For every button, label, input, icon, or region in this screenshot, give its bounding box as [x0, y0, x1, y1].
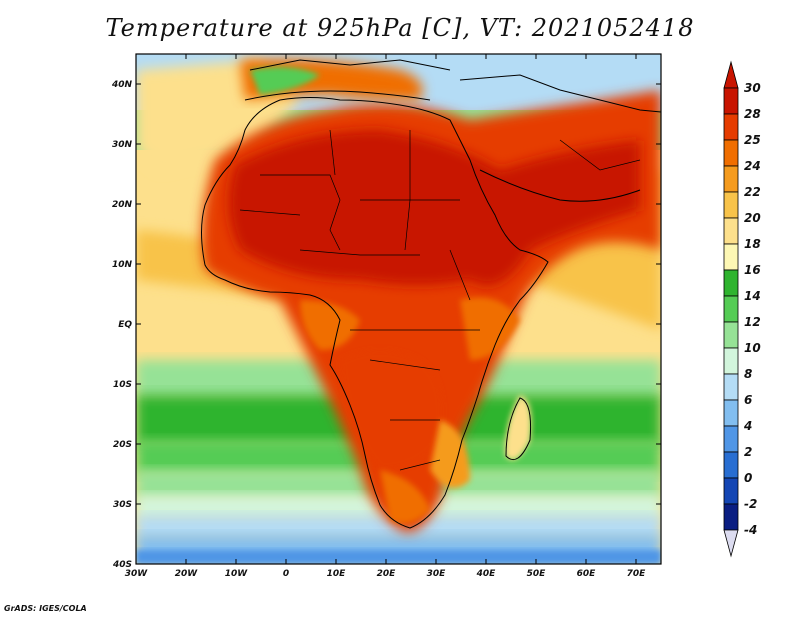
- lat-tick-label: EQ: [118, 320, 132, 330]
- colorbar-swatch: [723, 243, 739, 271]
- colorbar-swatch: [723, 191, 739, 219]
- colorbar-swatch: [723, 477, 739, 505]
- colorbar-label: 28: [744, 107, 761, 121]
- colorbar-bottom-arrow: [723, 529, 739, 558]
- colorbar-label: 10: [744, 341, 761, 355]
- lat-tick-label: 20N: [112, 200, 133, 210]
- colorbar-swatch: [723, 321, 739, 349]
- lon-tick-label: 20E: [377, 569, 397, 579]
- colorbar-swatch: [723, 347, 739, 375]
- colorbar-label: 8: [744, 367, 752, 381]
- lon-tick-label: 30W: [125, 569, 149, 579]
- lat-tick-label: 10S: [113, 380, 132, 390]
- latitude-ticks: 40N 30N 20N 10N EQ 10S 20S 30S 40S: [111, 80, 661, 570]
- lon-tick-label: 30E: [427, 569, 447, 579]
- lon-tick-label: 10W: [225, 569, 249, 579]
- colorbar-label: -4: [744, 523, 757, 537]
- grads-credit: GrADS: IGES/COLA: [4, 604, 87, 613]
- colorbar-swatch: [723, 113, 739, 141]
- country-borders: [239, 129, 641, 471]
- longitude-ticks: 30W 20W 10W 0 10E 20E 30E 40E 50E 60E 70E: [125, 54, 646, 579]
- colorbar-label: 2: [744, 445, 752, 459]
- lon-tick-label: 10E: [327, 569, 347, 579]
- lon-tick-label: 50E: [527, 569, 547, 579]
- colorbar-swatch: [723, 217, 739, 245]
- lon-tick-label: 40E: [476, 569, 497, 579]
- colorbar-swatch: [723, 451, 739, 479]
- lat-tick-label: 40S: [112, 560, 132, 570]
- lat-tick-label: 30N: [112, 140, 133, 150]
- colorbar-label: 20: [744, 211, 761, 225]
- colorbar-label: 16: [744, 263, 761, 277]
- colorbar-top-arrow: [723, 60, 739, 89]
- colorbar-label: 12: [744, 315, 761, 329]
- coastlines: [201, 59, 661, 529]
- colorbar-label: 24: [744, 159, 761, 173]
- lat-tick-label: 10N: [112, 260, 133, 270]
- lat-tick-label: 20S: [113, 440, 132, 450]
- temperature-field: [136, 54, 661, 564]
- colorbar-swatch: [723, 87, 739, 115]
- lat-tick-label: 30S: [113, 500, 132, 510]
- colorbar-label: 18: [744, 237, 761, 251]
- colorbar-label: 25: [744, 133, 761, 147]
- colorbar-swatch: [723, 399, 739, 427]
- colorbar-label: 0: [744, 471, 752, 485]
- colorbar-label: 14: [744, 289, 761, 303]
- colorbar-swatch: [723, 425, 739, 453]
- lon-tick-label: 60E: [577, 569, 597, 579]
- colorbar-swatch: [723, 139, 739, 167]
- colorbar-swatch: [723, 503, 739, 531]
- chart-title: Temperature at 925hPa [C], VT: 202105241…: [105, 14, 695, 42]
- colorbar-label: 4: [743, 419, 752, 433]
- colorbar-label: 6: [744, 393, 752, 407]
- colorbar-label: -2: [744, 497, 757, 511]
- lon-tick-label: 70E: [627, 569, 647, 579]
- map-frame: [135, 53, 662, 565]
- colorbar-swatch: [723, 165, 739, 193]
- lon-tick-label: 0: [283, 569, 289, 579]
- colorbar-label: 30: [744, 81, 761, 95]
- colorbar-swatch: [723, 295, 739, 323]
- lon-tick-label: 20W: [175, 569, 199, 579]
- colorbar-swatch: [723, 269, 739, 297]
- colorbar-swatch: [723, 373, 739, 401]
- colorbar-label: 22: [744, 185, 761, 199]
- lat-tick-label: 40N: [111, 80, 133, 90]
